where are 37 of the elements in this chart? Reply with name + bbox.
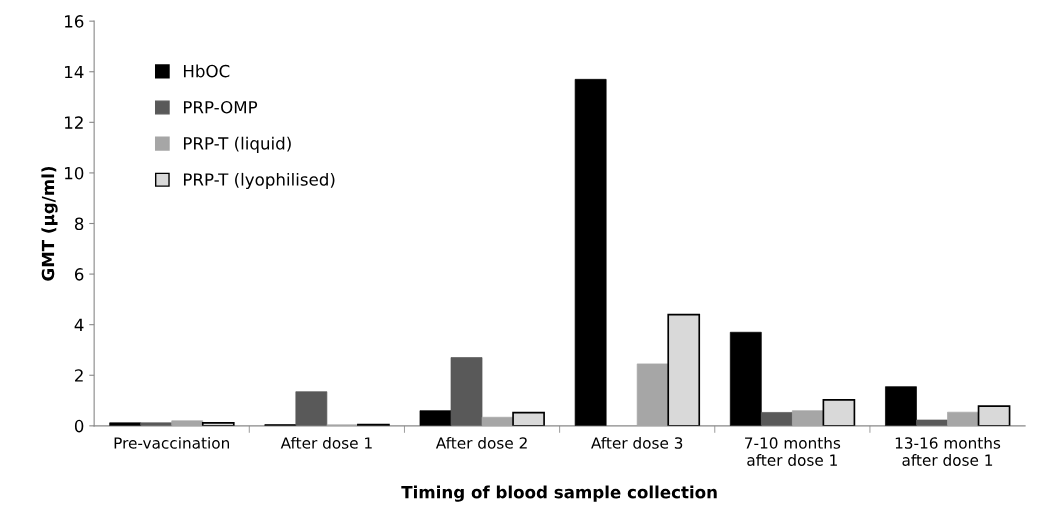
bar — [885, 386, 917, 426]
x-tick-label: After dose 2 — [435, 436, 527, 449]
y-tick-label: 4 — [74, 318, 84, 332]
x-tick-label: 13-16 months after dose 1 — [895, 436, 1001, 466]
x-axis-title: Timing of blood sample collection — [401, 485, 717, 502]
bar — [916, 419, 948, 426]
x-tick-label: Pre-vaccination — [114, 436, 229, 449]
bar — [729, 331, 762, 426]
bar — [947, 411, 979, 426]
y-tick-label: 16 — [65, 15, 84, 28]
legend-label: PRP-OMP — [183, 100, 258, 114]
bar — [171, 420, 204, 426]
x-tick-label: After dose 3 — [591, 436, 683, 449]
bar — [760, 412, 793, 426]
x-tick-label: 7-10 months after dose 1 — [745, 436, 841, 466]
legend-label: PRP-T (lyophilised) — [183, 172, 335, 190]
bar — [295, 391, 328, 426]
bar — [512, 411, 545, 426]
bar — [419, 410, 452, 426]
bar — [791, 410, 824, 426]
bar — [822, 398, 856, 426]
y-tick-label: 0 — [74, 419, 84, 433]
bar — [574, 78, 607, 426]
y-axis-title: GMT (µg/ml) — [41, 166, 58, 281]
legend-label: PRP-T (liquid) — [183, 136, 291, 153]
bar — [636, 363, 669, 426]
x-tick-label: After dose 1 — [280, 436, 372, 449]
bar — [450, 357, 483, 426]
y-tick-label: 10 — [65, 166, 84, 180]
y-tick-label: 12 — [65, 116, 83, 129]
y-tick-label: 8 — [74, 217, 84, 231]
bar — [667, 313, 701, 426]
y-tick-label: 14 — [65, 65, 84, 79]
y-tick-label: 2 — [75, 369, 83, 382]
y-tick-label: 6 — [74, 268, 84, 281]
bar — [977, 405, 1011, 426]
legend-label: HbOC — [183, 64, 230, 78]
